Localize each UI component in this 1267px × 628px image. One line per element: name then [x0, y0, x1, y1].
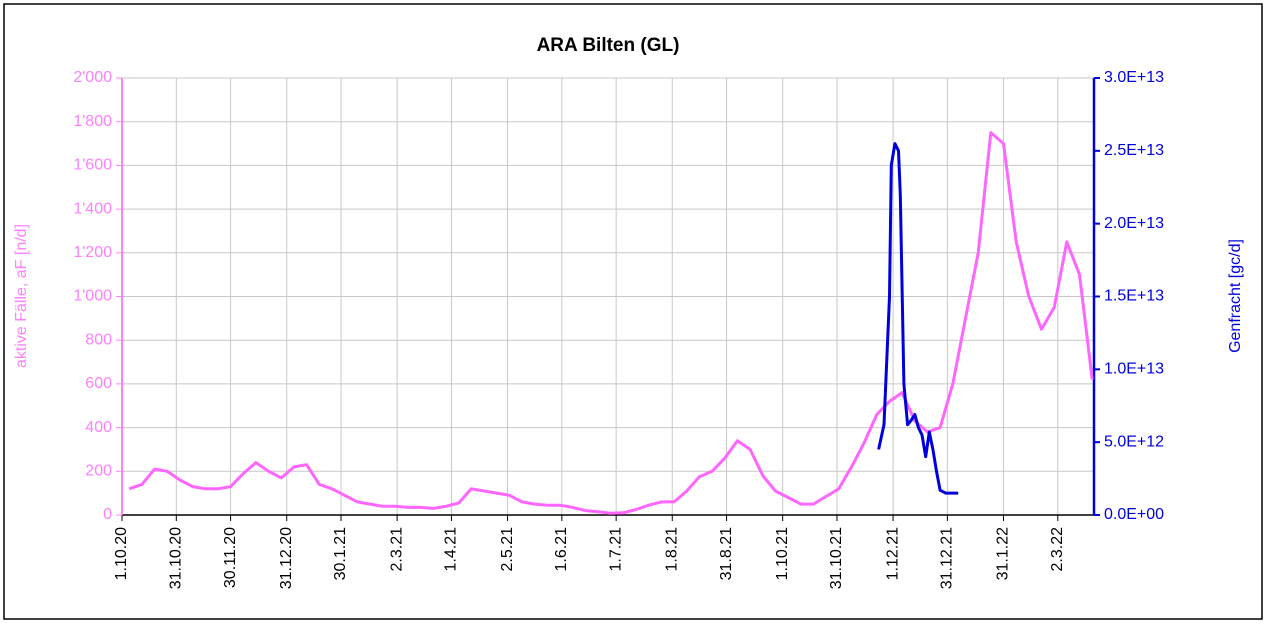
x-tick-label: 31.10.20 — [168, 527, 185, 589]
y2-tick-label: 2.0E+13 — [1104, 215, 1164, 232]
y2-tick-label: 2.5E+13 — [1104, 142, 1164, 159]
y2-tick-label: 1.5E+13 — [1104, 288, 1164, 305]
x-tick-label: 1.6.21 — [553, 527, 570, 572]
x-tick-label: 2.3.21 — [388, 527, 405, 572]
y-tick-label: 600 — [85, 375, 112, 392]
y-tick-label: 1'600 — [73, 157, 112, 174]
y2-axis-label: Genfracht [gc/d] — [1227, 239, 1244, 353]
x-tick-label: 31.1.22 — [995, 527, 1012, 580]
x-tick-label: 1.4.21 — [443, 527, 460, 572]
x-tick-label: 30.11.20 — [222, 527, 239, 588]
y2-tick-label: 5.0E+12 — [1104, 433, 1164, 450]
y-tick-label: 800 — [85, 331, 112, 348]
x-tick-label: 1.12.21 — [884, 527, 901, 580]
x-tick-label: 1.10.21 — [774, 527, 791, 580]
y-tick-label: 1'200 — [73, 244, 112, 261]
y-tick-label: 200 — [85, 463, 112, 480]
x-tick-label: 31.12.20 — [278, 527, 295, 589]
x-tick-label: 31.12.21 — [939, 527, 956, 589]
x-tick-label: 1.8.21 — [663, 527, 680, 572]
chart-title: ARA Bilten (GL) — [537, 35, 680, 56]
data-line — [128, 131, 1094, 515]
y-tick-label: 2'000 — [73, 69, 112, 86]
x-tick-label: 31.8.21 — [718, 527, 735, 580]
y-tick-label: 400 — [85, 419, 112, 436]
x-tick-label: 30.1.21 — [332, 527, 349, 580]
x-tick-label: 31.10.21 — [828, 527, 845, 589]
y-tick-label: 1'400 — [73, 200, 112, 217]
y-axis-label: aktive Fälle, aF [n/d] — [13, 224, 30, 368]
y2-tick-label: 3.0E+13 — [1104, 69, 1164, 86]
data-line — [877, 142, 959, 495]
y2-tick-label: 1.0E+13 — [1104, 361, 1164, 378]
y-tick-label: 1'800 — [73, 113, 112, 130]
y-tick-label: 0 — [103, 506, 112, 523]
frame — [3, 3, 1263, 620]
y-tick-label: 1'000 — [73, 288, 112, 305]
x-tick-label: 1.10.20 — [113, 527, 130, 580]
x-tick-label: 2.5.21 — [499, 527, 516, 572]
x-tick-label: 2.3.22 — [1049, 527, 1066, 572]
x-tick-label: 1.7.21 — [607, 527, 624, 572]
y2-tick-label: 0.0E+00 — [1104, 506, 1164, 523]
